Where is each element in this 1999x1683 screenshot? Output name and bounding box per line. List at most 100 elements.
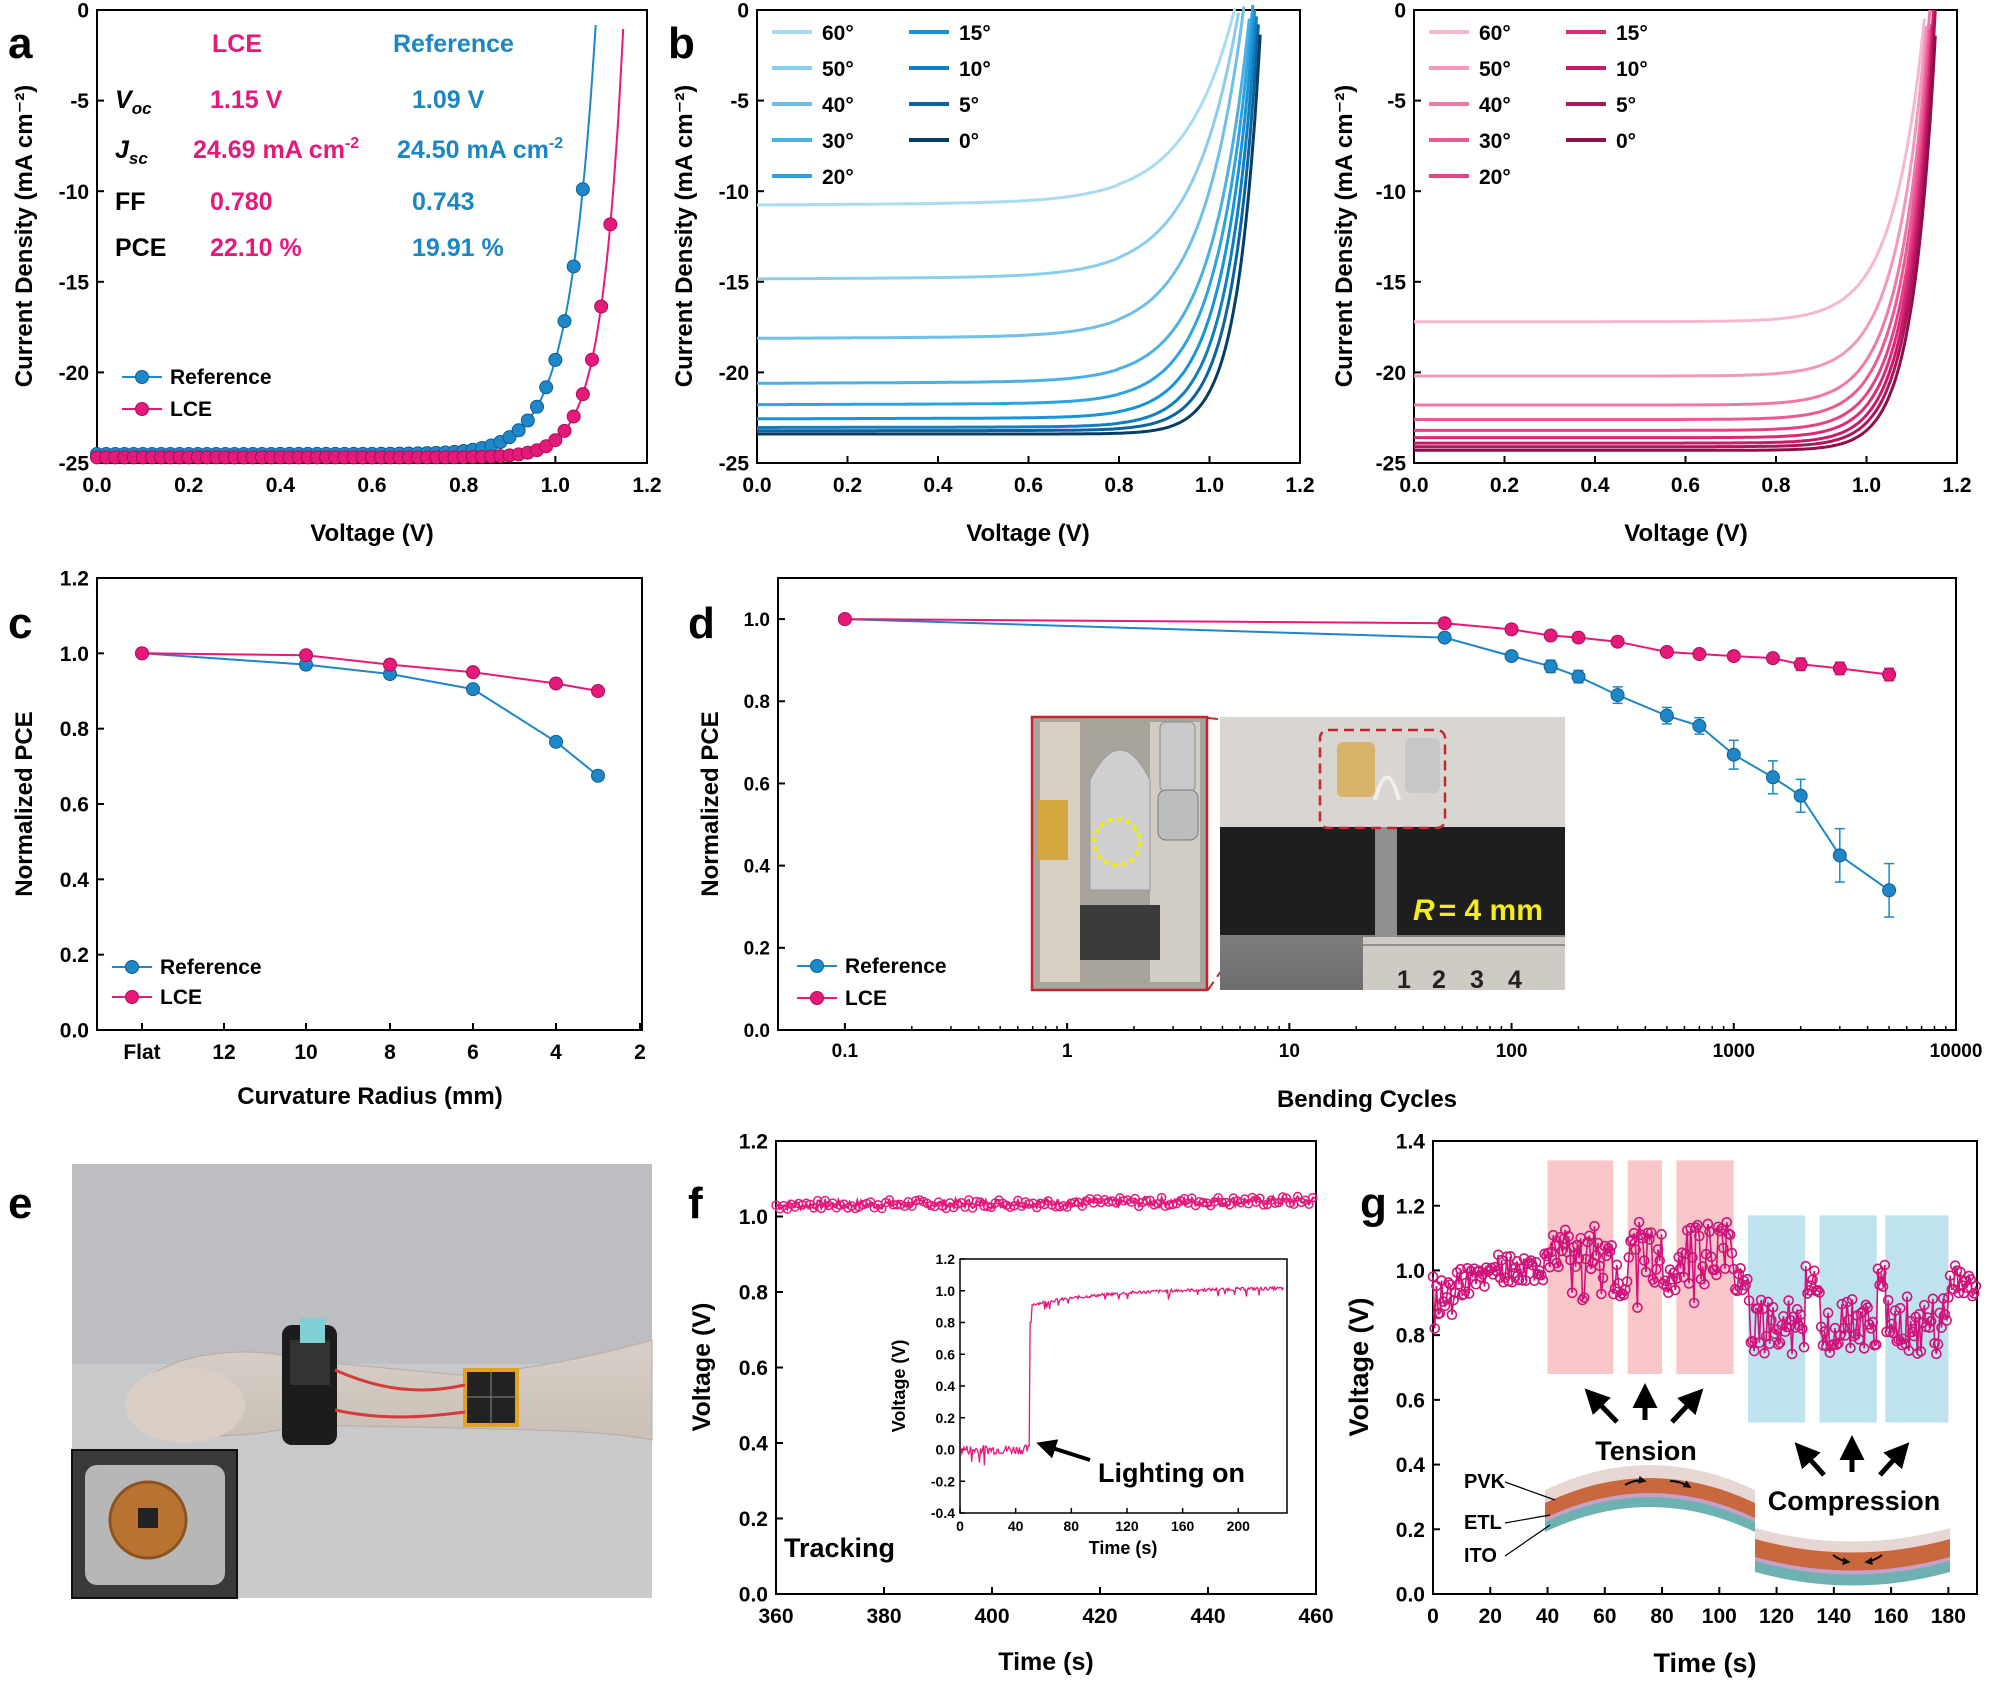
data-point [1730, 1284, 1741, 1295]
data-point-reference [1692, 718, 1707, 733]
y-tick-label: 0.8 [744, 692, 770, 713]
inset-y-tick-label: 1.0 [936, 1283, 956, 1299]
legend-label-2: 40° [822, 94, 854, 117]
data-point-reference [539, 380, 554, 395]
lighting-on-annotation: Lighting on [1098, 1458, 1245, 1488]
data-point [1663, 1287, 1674, 1299]
data-point-lce [299, 648, 313, 663]
y-axis: 0.0 0.2 0.4 0.6 0.8 1.0 1.2 [739, 1131, 783, 1607]
legend: Reference LCE [797, 955, 947, 1010]
inset-y-axis: -0.4 -0.2 0.0 0.2 0.4 0.6 0.8 1.0 1.2 [931, 1251, 965, 1521]
series-line-lce [141, 652, 599, 692]
data-point-lce [566, 409, 581, 424]
legend-marker-reference [810, 959, 824, 973]
jsc-reference: 24.50 mA cm-2 [397, 135, 563, 164]
inset-x-tick-label: 80 [1064, 1518, 1080, 1534]
data-point [1865, 1323, 1877, 1334]
data-point-lce [466, 665, 480, 680]
data-point [1724, 1229, 1736, 1240]
jsc-lce: 24.69 mA cm-2 [193, 135, 359, 164]
data-point-reference [1882, 883, 1897, 898]
data-point-lce [383, 657, 397, 672]
data-point-reference [549, 734, 563, 749]
series-line-6 [757, 16, 1259, 429]
y-tick-label: 0.6 [1396, 1389, 1425, 1412]
y-tick-label: 0.4 [744, 856, 771, 877]
data-point [1683, 1278, 1695, 1289]
voltage-trace [775, 1193, 1316, 1213]
data-point [1168, 1199, 1178, 1210]
series-line-0 [1414, 18, 1926, 324]
data-point [1704, 1226, 1715, 1237]
x-tick-label: 2 [634, 1041, 646, 1064]
y-tick-label: -10 [1376, 181, 1406, 204]
data-point [1908, 1330, 1920, 1342]
data-point-lce [557, 423, 572, 438]
data-point [1733, 1268, 1745, 1280]
y-tick-label: 0.0 [1396, 1584, 1425, 1607]
data-point [1458, 1288, 1470, 1300]
x-axis: Flat 12 10 8 6 4 2 [123, 1023, 646, 1064]
x-tick-label: 1.0 [1852, 474, 1881, 497]
data-point [1597, 1272, 1609, 1284]
x-tick-label: 120 [1759, 1605, 1794, 1628]
data-point-reference [566, 259, 581, 274]
y-tick-label: -5 [70, 90, 89, 113]
data-point-lce [549, 676, 563, 691]
y-axis-label: Current Density (mA cm⁻²) [1331, 85, 1358, 387]
data-point [1697, 1261, 1709, 1272]
data-point [1685, 1222, 1696, 1234]
data-point [1527, 1259, 1538, 1271]
data-point [1566, 1287, 1578, 1299]
y-tick-label: -10 [719, 181, 749, 204]
x-tick-label: 0.2 [1490, 474, 1519, 497]
data-point [1547, 1229, 1559, 1241]
y-tick-label: -25 [719, 453, 750, 476]
data-point [1735, 1263, 1746, 1274]
data-point [1941, 1315, 1952, 1326]
legend-label-3: 30° [822, 130, 854, 153]
y-tick-label: 0.2 [739, 1508, 768, 1531]
panel-label-e: e [8, 1179, 32, 1228]
inset-chart: 0 40 80 120 160 200 -0.4 -0.2 0.0 0.2 0.4 0.6 0.8 1.… [889, 1251, 1288, 1558]
legend-marker-lce [125, 990, 139, 1004]
data-point [1939, 1309, 1951, 1320]
data-point [1443, 1277, 1454, 1288]
inset-y-tick-label: 0.8 [936, 1315, 956, 1331]
legend-label-1: 50° [1479, 58, 1511, 81]
data-point [1156, 1192, 1167, 1203]
data-point [1812, 1284, 1824, 1296]
data-point [1436, 1275, 1447, 1286]
data-point-reference [511, 423, 526, 438]
data-point [1919, 1299, 1930, 1311]
inset-x-axis: 0 40 80 120 160 200 [956, 1508, 1250, 1534]
data-point [1577, 1294, 1588, 1306]
panel-label-c: c [8, 599, 32, 648]
y-axis-label: Current Density (mA cm⁻²) [671, 85, 698, 387]
x-tick-label: 1.0 [541, 474, 570, 497]
y-tick-label: 0.2 [60, 944, 89, 967]
x-axis: 0.0 0.2 0.4 0.6 0.8 1.0 1.2 [742, 456, 1315, 497]
data-point [1716, 1223, 1727, 1235]
legend: Reference LCE [112, 956, 262, 1009]
tension-label: Tension [1595, 1436, 1697, 1466]
data-point [1898, 1333, 1910, 1345]
panel-label-g: g [1360, 1179, 1387, 1228]
y-tick-label: 0.8 [739, 1282, 769, 1305]
series-line-reference [141, 652, 599, 777]
data-point-reference [557, 314, 572, 329]
data-point [1932, 1338, 1944, 1350]
y-tick-label: -5 [1387, 90, 1406, 113]
x-tick-label: 0.4 [1580, 474, 1610, 497]
x-tick-label: 0.6 [1671, 474, 1700, 497]
legend-reference: Reference [170, 366, 272, 389]
pce-reference: 19.91 % [412, 234, 504, 262]
data-point [1671, 1273, 1683, 1284]
jsc-label: Jsc [115, 136, 148, 168]
x-tick-label: 1.2 [1942, 474, 1971, 497]
y-tick-label: 0 [737, 0, 749, 23]
x-tick-label: 0.2 [833, 474, 862, 497]
x-tick-label: 0.6 [1014, 474, 1043, 497]
data-point [1853, 1334, 1865, 1345]
y-tick-label: 0.6 [60, 794, 89, 817]
